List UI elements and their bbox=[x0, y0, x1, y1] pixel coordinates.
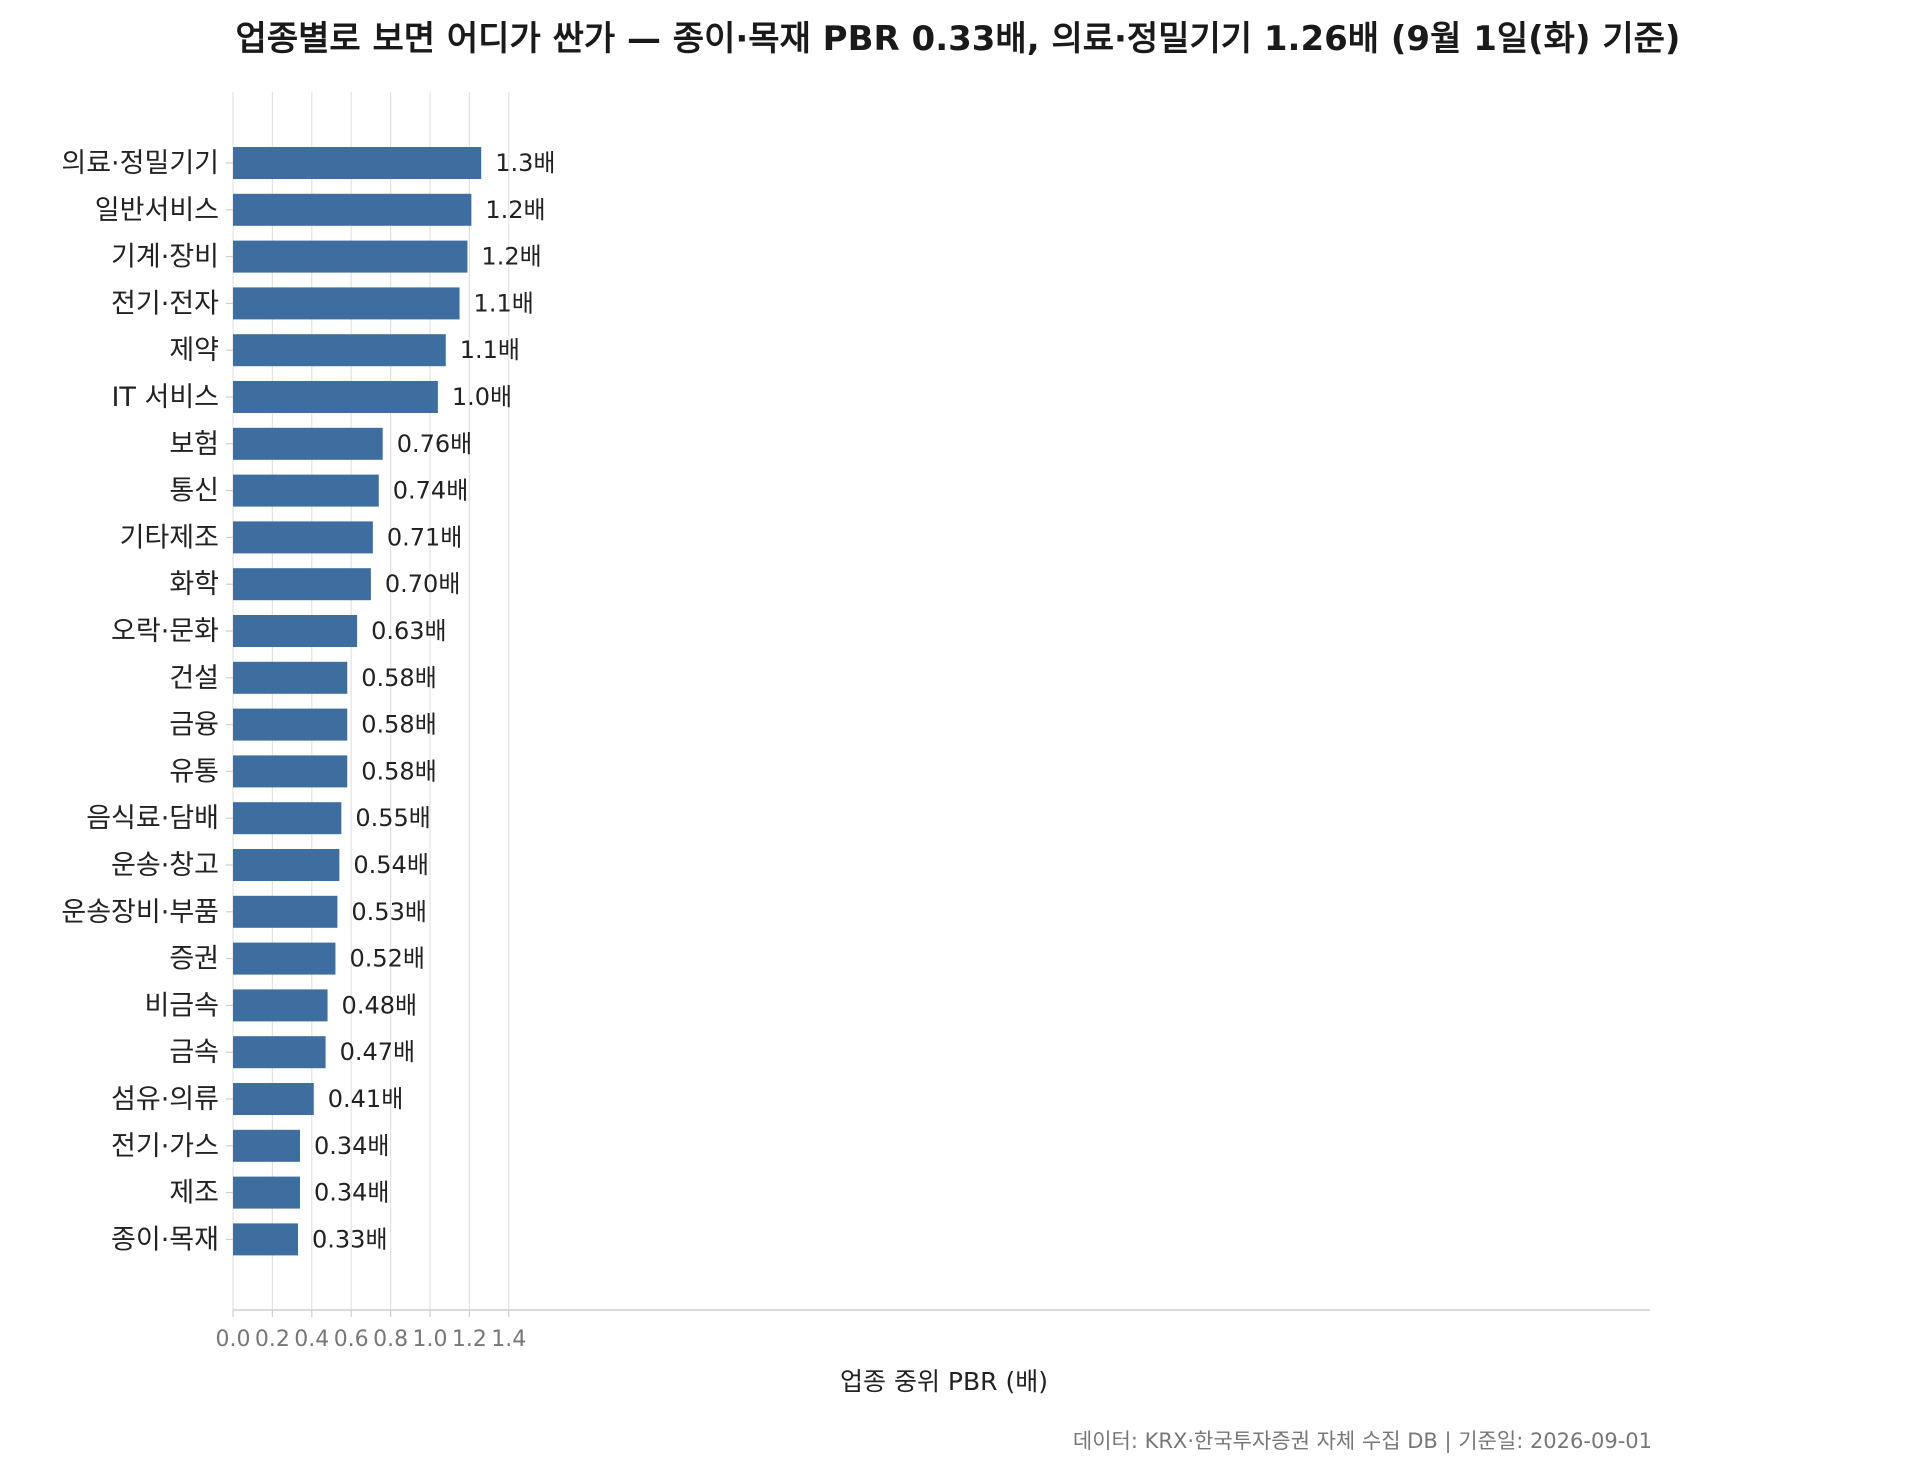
category-label: 기계·장비 bbox=[111, 242, 219, 273]
bar bbox=[233, 1036, 326, 1069]
data-label: 1.1배 bbox=[474, 289, 534, 317]
bar bbox=[233, 802, 342, 835]
bar bbox=[233, 568, 371, 601]
bar bbox=[233, 427, 383, 460]
bar bbox=[233, 381, 438, 413]
category-label: 운송장비·부품 bbox=[61, 897, 219, 928]
data-label: 0.71배 bbox=[387, 523, 463, 551]
bars bbox=[233, 147, 482, 1256]
category-label: 음식료·담배 bbox=[86, 803, 219, 834]
bar bbox=[233, 708, 348, 741]
data-label: 0.63배 bbox=[371, 617, 447, 645]
category-label: 전기·전자 bbox=[111, 288, 219, 319]
bar bbox=[233, 895, 338, 928]
data-label: 0.70배 bbox=[385, 570, 461, 598]
bar bbox=[233, 334, 446, 367]
category-label: 금속 bbox=[169, 1037, 219, 1068]
x-tick-labels: 0.0 0.2 0.4 0.6 0.8 1.0 1.2 1.4 bbox=[216, 1310, 526, 1352]
data-label: 1.2배 bbox=[481, 243, 541, 271]
category-label: 비금속 bbox=[144, 990, 219, 1021]
x-tick-label: 0.4 bbox=[294, 1327, 329, 1352]
data-label: 0.58배 bbox=[361, 711, 437, 739]
grid-lines bbox=[232, 92, 510, 1310]
data-label: 0.52배 bbox=[349, 945, 425, 973]
category-label: 종이·목재 bbox=[111, 1224, 219, 1255]
category-label: 보험 bbox=[169, 429, 219, 460]
data-label: 0.34배 bbox=[314, 1179, 390, 1207]
data-label: 0.48배 bbox=[342, 991, 418, 1019]
category-label: 섬유·의류 bbox=[111, 1084, 219, 1115]
bar bbox=[233, 989, 328, 1022]
data-label: 0.33배 bbox=[312, 1225, 388, 1253]
category-label: 제약 bbox=[169, 335, 219, 366]
category-label: IT 서비스 bbox=[111, 382, 219, 413]
bar bbox=[233, 942, 336, 975]
data-label: 0.58배 bbox=[361, 757, 437, 785]
data-label: 1.0배 bbox=[452, 383, 512, 411]
category-label: 기타제조 bbox=[120, 522, 219, 553]
category-label: 화학 bbox=[169, 569, 219, 600]
bar bbox=[233, 661, 348, 694]
category-label: 통신 bbox=[169, 476, 219, 507]
category-label: 일반서비스 bbox=[95, 195, 219, 226]
chart-title: 업종별로 보면 어디가 싼가 — 종이·목재 PBR 0.33배, 의료·정밀기… bbox=[236, 19, 1681, 59]
bar bbox=[233, 1129, 300, 1162]
x-axis-title: 업종 중위 PBR (배) bbox=[840, 1367, 1048, 1396]
data-label: 0.34배 bbox=[314, 1132, 390, 1160]
bar bbox=[233, 1176, 300, 1209]
data-label: 0.76배 bbox=[397, 430, 473, 458]
data-label: 1.2배 bbox=[485, 196, 545, 224]
category-label: 운송·창고 bbox=[111, 850, 219, 881]
data-label: 0.41배 bbox=[328, 1085, 404, 1113]
data-label: 1.3배 bbox=[495, 149, 555, 177]
category-label: 유통 bbox=[169, 756, 219, 787]
bar bbox=[233, 1083, 314, 1115]
category-label: 전기·가스 bbox=[111, 1131, 219, 1162]
bar bbox=[233, 193, 472, 226]
bar bbox=[233, 287, 460, 320]
category-label: 증권 bbox=[169, 944, 219, 975]
footer-source: 데이터: KRX·한국투자증권 자체 수집 DB | 기준일: 2026-09-… bbox=[1073, 1429, 1652, 1454]
data-label: 0.58배 bbox=[361, 664, 437, 692]
x-tick-label: 1.0 bbox=[413, 1327, 448, 1352]
value-labels: 1.3배 1.2배 1.2배 1.1배 1.1배 1.0배 0.76배 0.74배 0.71배 0… bbox=[312, 149, 555, 1253]
category-label: 제조 bbox=[169, 1178, 219, 1209]
category-label: 의료·정밀기기 bbox=[61, 148, 219, 179]
bar bbox=[233, 240, 468, 273]
data-label: 1.1배 bbox=[460, 336, 520, 364]
x-tick-label: 1.4 bbox=[491, 1327, 526, 1352]
bar bbox=[233, 521, 373, 554]
x-tick-label: 0.8 bbox=[373, 1327, 408, 1352]
x-tick-label: 0.0 bbox=[216, 1327, 251, 1352]
category-label: 금융 bbox=[169, 710, 219, 741]
x-tick-label: 0.6 bbox=[334, 1327, 369, 1352]
data-label: 0.74배 bbox=[393, 477, 469, 505]
bar bbox=[233, 474, 379, 507]
category-label: 오락·문화 bbox=[111, 616, 219, 647]
bar bbox=[233, 147, 482, 179]
bar bbox=[233, 755, 348, 788]
bar bbox=[233, 849, 340, 881]
bar bbox=[233, 1223, 299, 1256]
data-label: 0.55배 bbox=[355, 804, 431, 832]
x-tick-label: 1.2 bbox=[452, 1327, 487, 1352]
category-label: 건설 bbox=[169, 663, 219, 694]
data-label: 0.54배 bbox=[353, 851, 429, 879]
data-label: 0.53배 bbox=[351, 898, 427, 926]
bar bbox=[233, 615, 358, 647]
data-label: 0.47배 bbox=[340, 1038, 416, 1066]
x-tick-label: 0.2 bbox=[255, 1327, 290, 1352]
